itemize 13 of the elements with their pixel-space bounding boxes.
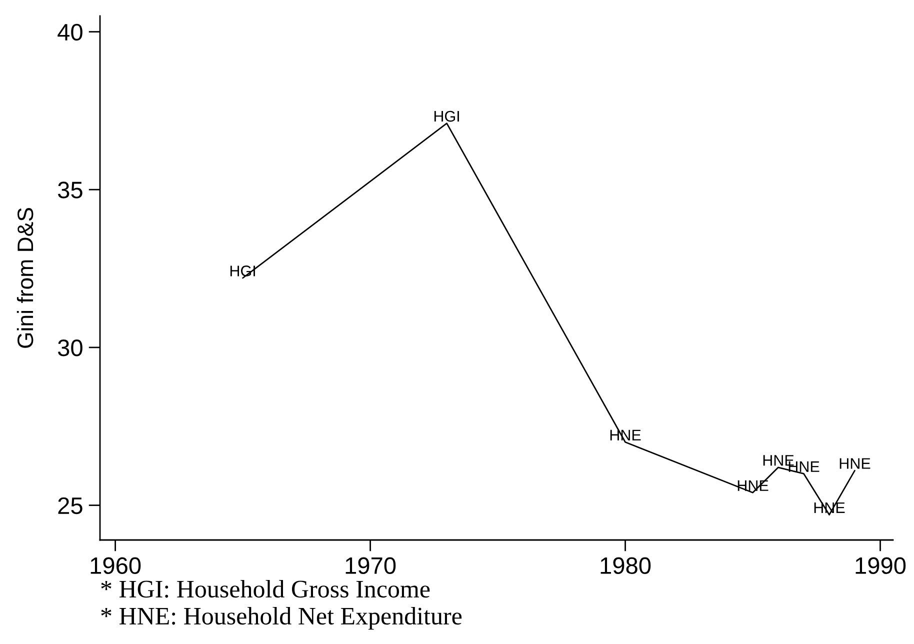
y-tick-label: 30 bbox=[58, 340, 82, 356]
y-tick-label: 35 bbox=[58, 182, 82, 198]
x-tick-label: 1970 bbox=[346, 557, 396, 574]
text: * HNE: Household Net Expenditure bbox=[101, 607, 462, 630]
y-axis-title: Gini from D&S bbox=[16, 208, 34, 348]
y-tick-label: 40 bbox=[58, 24, 82, 41]
x-tick-label: 1990 bbox=[856, 557, 906, 574]
x-tick-label: 1960 bbox=[90, 557, 141, 574]
annotation: HNE bbox=[840, 458, 870, 469]
annotation: HGI bbox=[434, 110, 459, 122]
x-tick-label: 1980 bbox=[600, 557, 651, 574]
y-tick-label: 25 bbox=[58, 497, 82, 514]
text: * HGI: Household Gross Income bbox=[101, 580, 430, 598]
